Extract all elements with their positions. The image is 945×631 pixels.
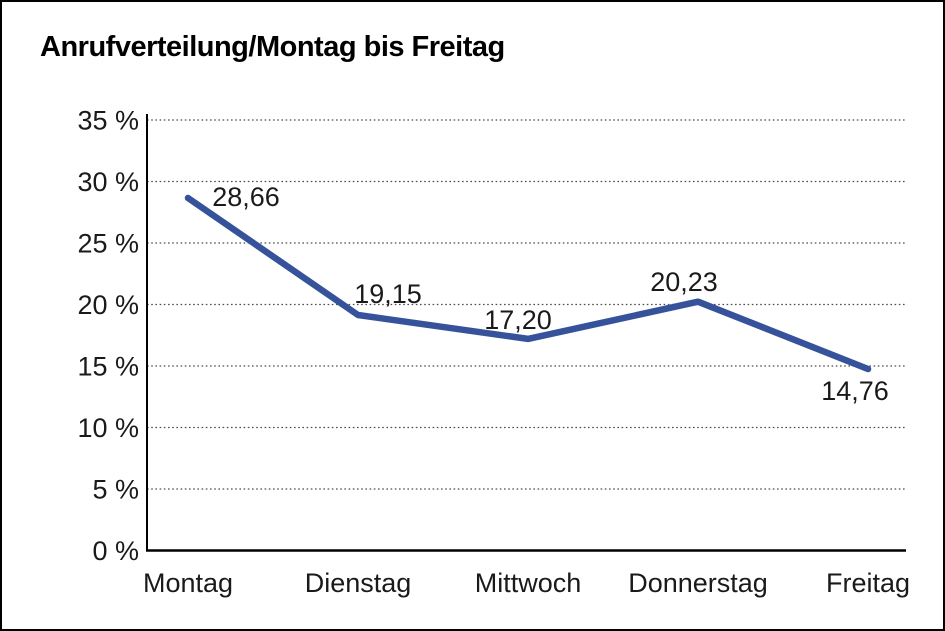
- y-tick-label: 10 %: [77, 413, 139, 443]
- x-category-label: Montag: [143, 568, 233, 598]
- data-point-label: 20,23: [650, 267, 718, 297]
- data-point-label: 19,15: [354, 279, 422, 309]
- series-line: [184, 194, 872, 373]
- y-tick-label: 5 %: [92, 475, 139, 505]
- x-category-label: Dienstag: [305, 568, 412, 598]
- y-tick-label: 0 %: [92, 536, 139, 566]
- y-tick-label: 35 %: [77, 106, 139, 136]
- data-point-label: 14,76: [821, 376, 889, 406]
- y-tick-label: 15 %: [77, 352, 139, 382]
- x-category-label: Donnerstag: [628, 568, 768, 598]
- x-category-label: Mittwoch: [475, 568, 582, 598]
- y-tick-label: 25 %: [77, 229, 139, 259]
- x-category-label: Freitag: [826, 568, 910, 598]
- data-point-label: 17,20: [484, 305, 552, 335]
- chart-title: Anrufverteilung/Montag bis Freitag: [40, 31, 505, 63]
- y-tick-label: 30 %: [77, 167, 139, 197]
- data-point-label: 28,66: [212, 182, 280, 212]
- y-tick-label: 20 %: [77, 290, 139, 320]
